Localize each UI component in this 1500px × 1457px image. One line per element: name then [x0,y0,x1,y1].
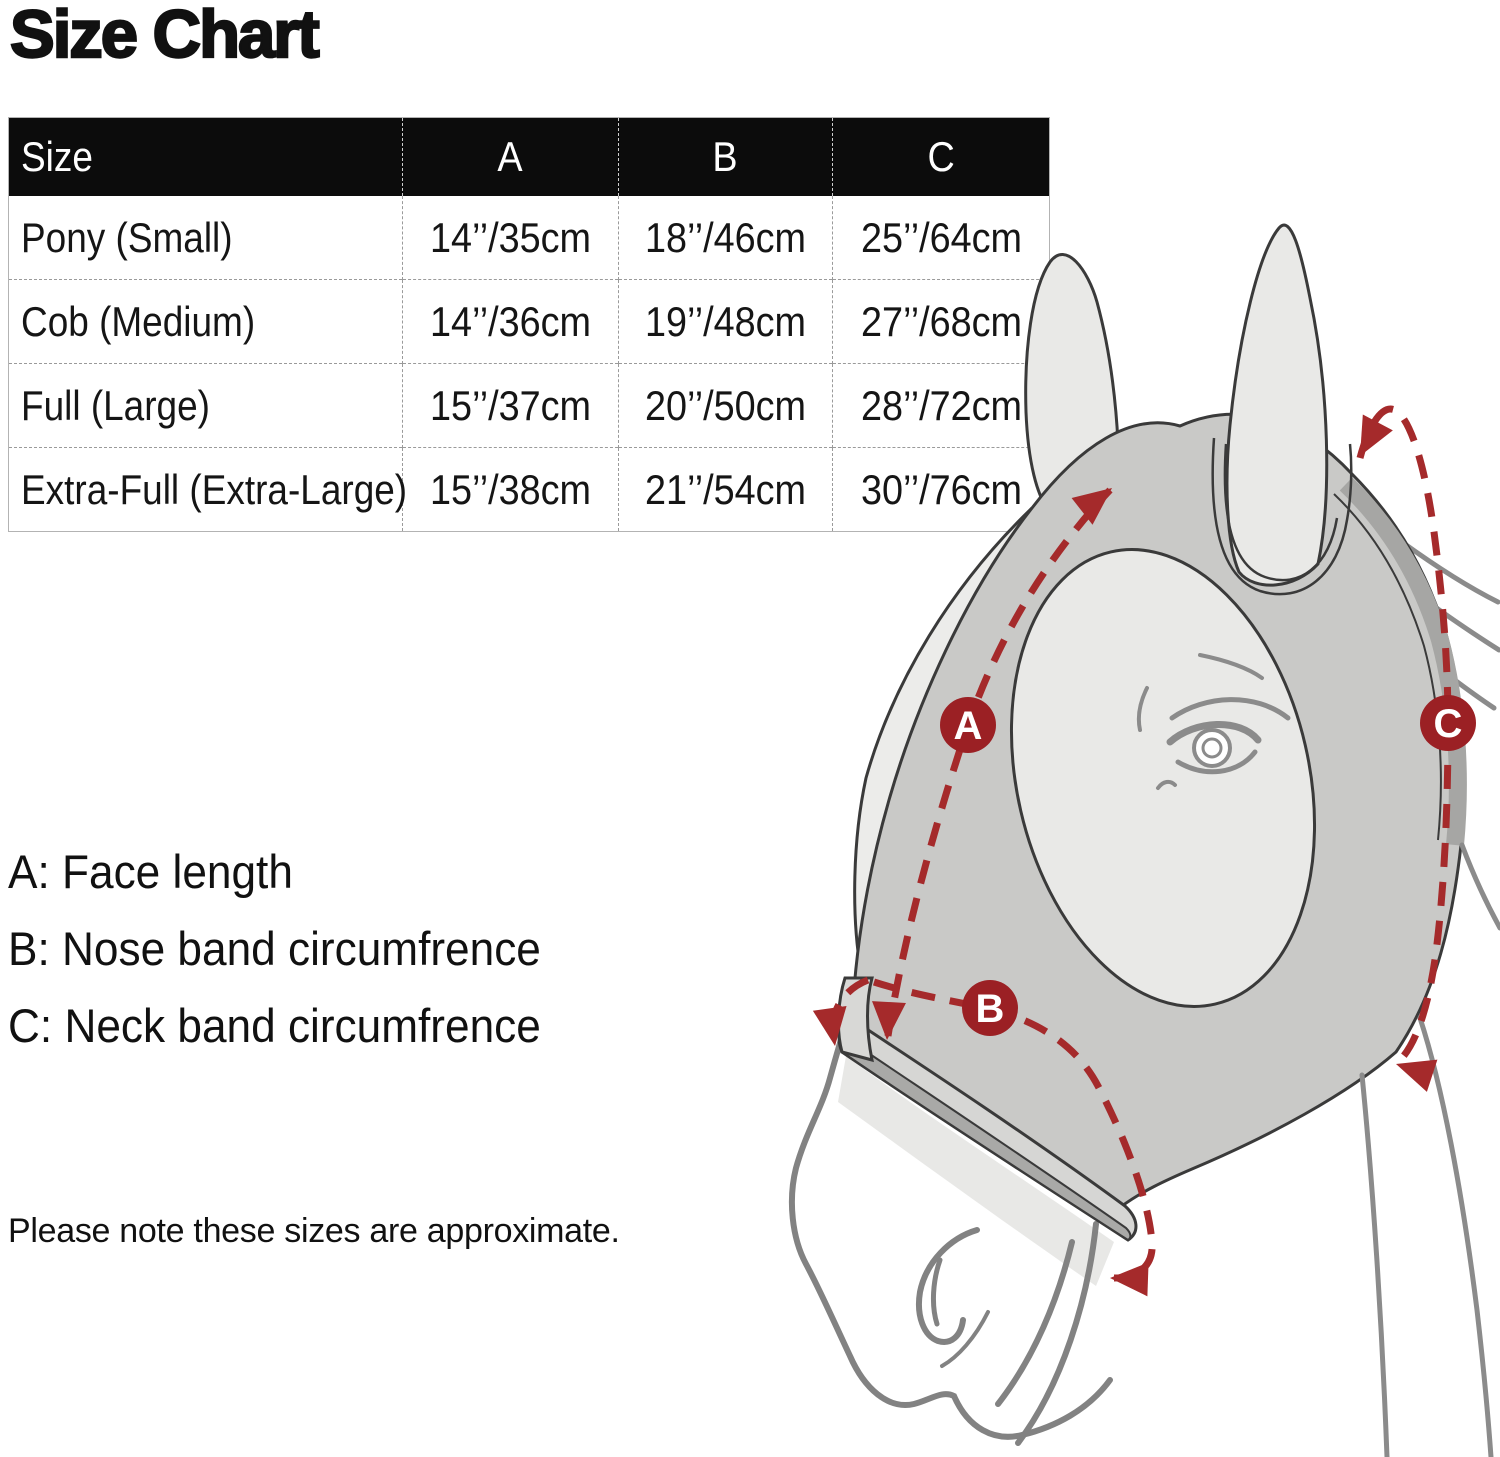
table-header-row: Size A B C [8,117,1050,196]
size-name-cell: Cob (Medium) [8,279,403,364]
nose-band [836,976,1138,1242]
value-b-cell: 19’’/48cm [618,279,833,364]
header-cell-a: A [402,117,619,196]
arrow-b-bottom-icon [1109,1261,1149,1297]
size-name-cell: Extra-Full (Extra-Large) [8,447,407,532]
right-ear [1225,223,1329,587]
marker-b-label: B [976,987,1005,1031]
approximate-sizes-note: Please note these sizes are approximate. [8,1212,620,1250]
legend-neck-band: C: Neck band circumfrence [8,999,541,1052]
marker-c-label: C [1434,702,1463,746]
marker-a-label: A [954,704,983,748]
value-a-cell: 15’’/37cm [402,363,619,448]
marker-a-circle [940,697,996,753]
measurement-line-c [1356,405,1452,1065]
neck-band-edge [1333,493,1442,841]
horse-fly-mask-diagram: A B C [780,140,1500,1457]
page-title: Size Chart [9,0,321,73]
value-b-cell: 18’’/46cm [618,196,833,280]
nostril-sketch [916,1227,980,1345]
value-a-cell: 15’’/38cm [402,447,619,532]
table-row-extra-full: Extra-Full (Extra-Large) 15’’/38cm 21’’/… [8,447,1050,532]
measurement-legend: A: Face length B: Nose band circumfrence… [8,833,575,1064]
muzzle-sketch [788,972,1113,1446]
legend-face-length: A: Face length [8,845,293,898]
value-c-cell: 30’’/76cm [832,447,1050,532]
ear-opening-rim [1211,437,1353,596]
size-name-cell: Pony (Small) [8,196,403,280]
marker-b-circle [962,980,1018,1036]
eye-sketch [1136,653,1291,790]
legend-nose-band: B: Nose band circumfrence [8,922,541,975]
measurement-line-b-left-arc [829,976,870,1043]
header-cell-size: Size [8,117,403,196]
value-b-cell: 20’’/50cm [618,363,833,448]
neck-band-strip [1339,477,1467,846]
table-row-cob: Cob (Medium) 14’’/36cm 19’’/48cm 27’’/68… [8,279,1050,364]
measurement-line-b [872,978,1156,1282]
value-a-cell: 14’’/35cm [402,196,619,280]
muzzle-shade [838,1056,1114,1286]
marker-c-circle [1420,695,1476,751]
value-c-cell: 28’’/72cm [832,363,1050,448]
table-row-pony: Pony (Small) 14’’/35cm 18’’/46cm 25’’/64… [8,196,1050,280]
size-name-cell: Full (Large) [8,363,403,448]
header-cell-b: B [618,117,833,196]
header-cell-c: C [832,117,1050,196]
nose-band-tab [836,976,874,1063]
value-b-cell: 21’’/54cm [618,447,833,532]
value-a-cell: 14’’/36cm [402,279,619,364]
table-row-full: Full (Large) 15’’/37cm 20’’/50cm 28’’/72… [8,363,1050,448]
neck-sketch [1359,842,1500,1457]
horse-diagram-svg: A B C [788,223,1500,1457]
value-c-cell: 25’’/64cm [832,196,1050,280]
size-chart-table: Size A B C Pony (Small) 14’’/35cm 18’’/4… [8,117,1050,532]
value-c-cell: 27’’/68cm [832,279,1050,364]
